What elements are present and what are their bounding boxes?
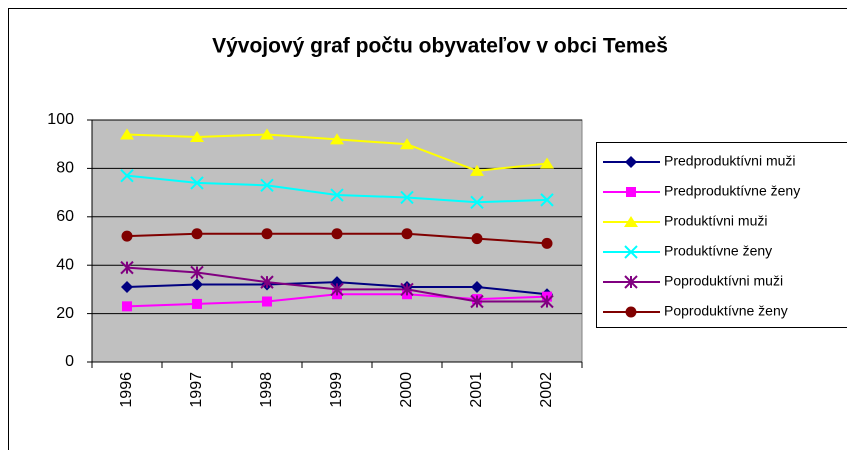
- marker: [400, 138, 414, 150]
- y-tick-label: 60: [56, 208, 74, 225]
- x-tick-label: 2001: [468, 372, 485, 408]
- marker: [626, 187, 636, 197]
- marker: [260, 178, 274, 193]
- x-tick-label: 2000: [398, 372, 415, 408]
- marker: [470, 294, 484, 309]
- series: [121, 228, 553, 249]
- marker: [540, 294, 554, 309]
- marker: [400, 282, 414, 297]
- marker: [120, 128, 134, 140]
- marker: [471, 233, 483, 245]
- x-tick-label: 1996: [118, 372, 135, 408]
- marker: [470, 195, 484, 209]
- series: [120, 168, 554, 209]
- marker: [625, 156, 637, 168]
- x-tick-label: 2002: [538, 372, 555, 408]
- y-tick-label: 100: [47, 111, 74, 128]
- x-tick-label: 1998: [258, 372, 275, 408]
- legend-label: Predproduktívni muži: [664, 153, 796, 169]
- marker: [330, 133, 344, 145]
- marker: [471, 280, 483, 293]
- x-tick-label: 1999: [328, 372, 345, 408]
- marker: [191, 278, 203, 291]
- legend-label: Produktívni muži: [664, 213, 767, 229]
- marker: [190, 265, 204, 280]
- marker: [624, 245, 638, 259]
- marker: [625, 306, 637, 318]
- marker: [260, 128, 274, 140]
- x-tick-label: 1997: [188, 372, 205, 408]
- marker: [191, 228, 203, 240]
- marker: [121, 230, 133, 242]
- marker: [122, 301, 132, 312]
- y-tick-label: 40: [56, 256, 74, 273]
- marker: [541, 237, 553, 249]
- legend-label: Produktívne ženy: [664, 243, 772, 259]
- marker: [331, 228, 343, 240]
- marker: [121, 280, 133, 293]
- marker: [540, 157, 554, 169]
- marker: [401, 228, 413, 240]
- series: [120, 128, 554, 176]
- chart-title: Vývojový graf počtu obyvateľov v obci Te…: [212, 35, 668, 58]
- marker: [400, 190, 414, 205]
- legend-box: [596, 142, 847, 328]
- legend-label: Poproduktívne ženy: [664, 303, 788, 319]
- marker: [330, 282, 344, 297]
- marker: [330, 188, 344, 202]
- marker: [190, 130, 204, 142]
- legend-label: Predproduktívne ženy: [664, 183, 800, 199]
- series: [120, 260, 554, 309]
- marker: [624, 216, 638, 227]
- marker: [261, 228, 273, 240]
- y-tick-label: 20: [56, 305, 74, 322]
- marker: [192, 298, 202, 309]
- legend-label: Poproduktívni muži: [664, 273, 783, 289]
- marker: [120, 168, 134, 183]
- y-tick-label: 80: [56, 160, 74, 177]
- marker: [120, 260, 134, 275]
- marker: [260, 275, 274, 289]
- marker: [540, 193, 554, 207]
- marker: [624, 275, 638, 289]
- marker: [190, 176, 204, 190]
- y-tick-label: 0: [65, 353, 74, 370]
- marker: [470, 164, 484, 176]
- marker: [262, 296, 272, 307]
